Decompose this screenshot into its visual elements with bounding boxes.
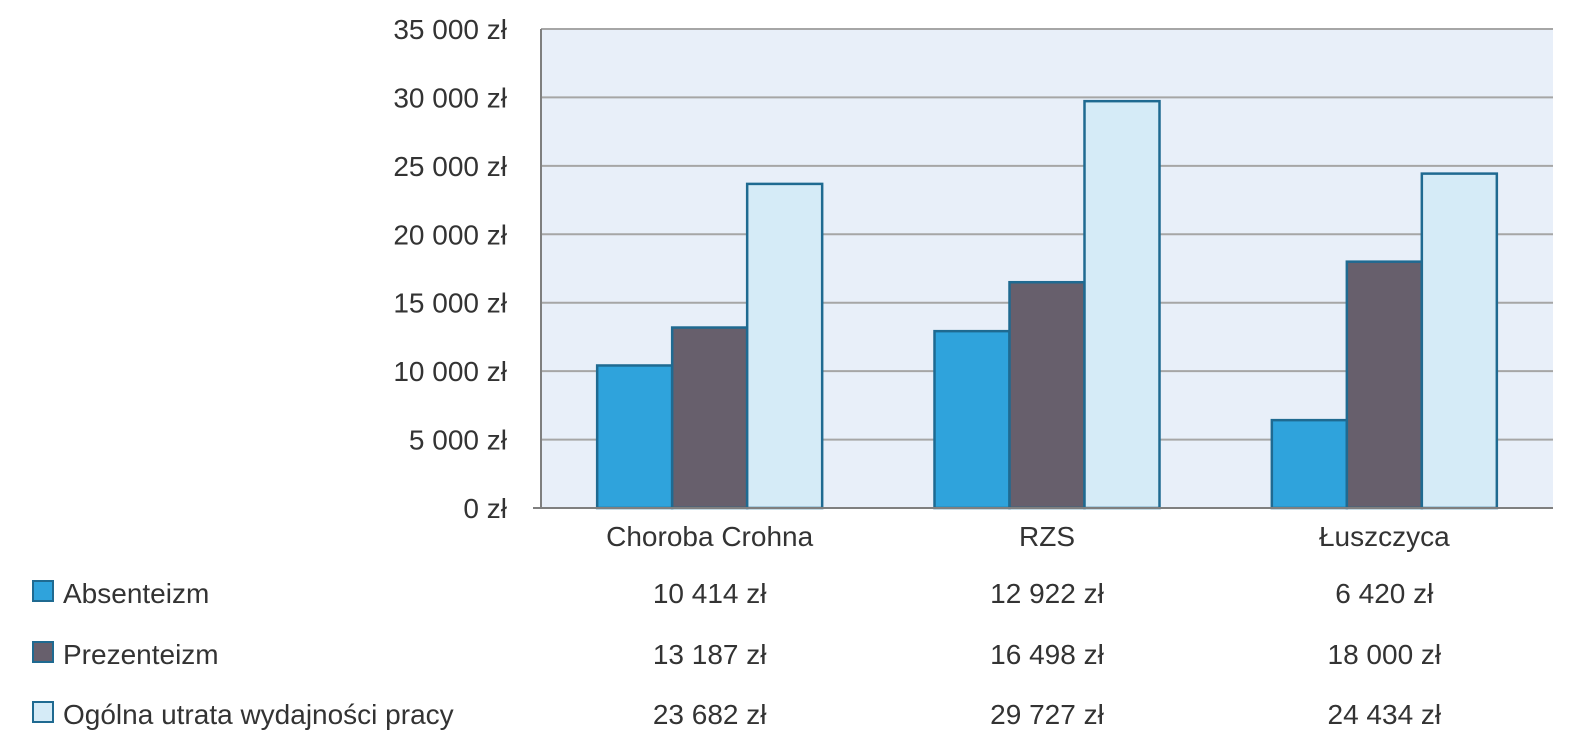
legend-label: Prezenteizm [63,639,219,670]
bar [1420,172,1499,510]
data-label: 16 498 zł [990,639,1104,670]
data-label: 10 414 zł [653,578,767,609]
bar [1083,99,1161,510]
legend-swatch [32,641,54,663]
y-tick-label: 10 000 zł [393,356,507,387]
data-label: 18 000 zł [1328,639,1442,670]
data-label: 6 420 zł [1335,578,1434,609]
data-label: 29 727 zł [990,699,1104,730]
bar [1270,418,1349,510]
bar [1008,280,1086,510]
legend-swatch [32,701,54,723]
x-axis-ticks: Choroba Crohna RZS Łuszczyca [606,521,1450,552]
data-label: 12 922 zł [990,578,1104,609]
bar [745,182,824,510]
legend-label: Absenteizm [63,578,209,609]
y-tick-label: 15 000 zł [393,288,507,319]
legend-swatch [32,580,54,602]
y-tick-label: 5 000 zł [409,425,508,456]
y-tick-label: 25 000 zł [393,151,507,182]
x-tick-label: Choroba Crohna [606,521,813,552]
y-tick-label: 35 000 zł [393,14,507,45]
legend-label: Ogólna utrata wydajności pracy [63,699,454,730]
x-tick-label: Łuszczyca [1319,521,1450,552]
data-label: 24 434 zł [1328,699,1442,730]
y-tick-label: 0 zł [463,493,507,524]
axes [533,29,1553,509]
bar [670,326,749,510]
data-label: 13 187 zł [653,639,767,670]
data-table: Absenteizm 10 414 zł 12 922 zł 6 420 zł Prez… [32,578,1442,730]
bar [933,329,1011,510]
data-label: 23 682 zł [653,699,767,730]
bar [595,364,674,510]
x-tick-label: RZS [1019,521,1075,552]
bar [1345,260,1424,510]
y-axis-ticks: 0 zł 5 000 zł 10 000 zł 15 000 zł 20 000 zł 2… [393,14,507,524]
y-tick-label: 20 000 zł [393,219,507,250]
y-tick-label: 30 000 zł [393,82,507,113]
